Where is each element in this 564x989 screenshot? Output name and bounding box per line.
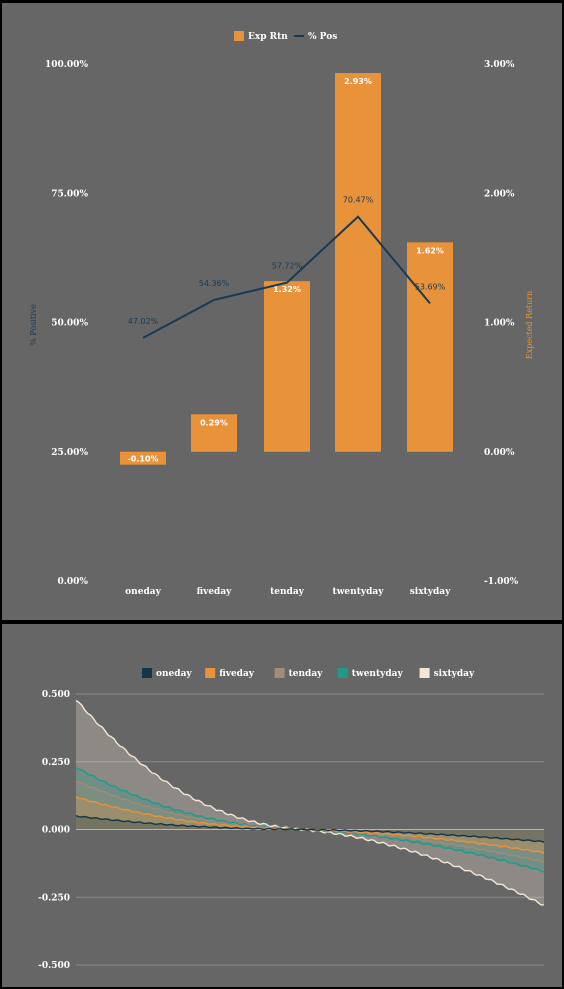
- line-data-label: 53.69%: [415, 282, 446, 291]
- bar-data-label: 1.62%: [416, 246, 444, 255]
- legend-swatch-exp-rtn: [234, 31, 244, 41]
- legend-swatch: [337, 668, 348, 678]
- area-fill-sixtyday: [76, 700, 544, 905]
- pct-pos-line: [142, 215, 431, 339]
- legend-label: oneday: [156, 669, 192, 679]
- y-tick-label: -0.500: [38, 961, 70, 971]
- area-fill-oneday: [76, 815, 544, 843]
- x-category-label: oneday: [125, 587, 161, 597]
- legend-label: tenday: [289, 669, 324, 679]
- bar-data-label: 0.29%: [200, 418, 228, 427]
- y-right-tick-label: 2.00%: [484, 189, 515, 199]
- y-right-tick-label: 3.00%: [484, 60, 515, 70]
- y-tick-label: 0.000: [42, 826, 70, 836]
- bar-sixtyday: [407, 242, 453, 452]
- y-left-tick-label: 100.00%: [45, 60, 88, 70]
- x-category-label: tenday: [270, 587, 305, 597]
- legend: oneday fiveday tenday twentyday sixtyday: [142, 668, 475, 679]
- bar-oneday: [120, 451, 166, 465]
- legend-swatch: [274, 668, 285, 678]
- line-data-label: 70.47%: [343, 196, 374, 205]
- bar-line-chart: Exp Rtn % Pos 100.00% 75.00% 50.00% 25.00% 0.0…: [29, 31, 534, 597]
- bar-line-chart-panel: Exp Rtn % Pos 100.00% 75.00% 50.00% 25.00% 0.0…: [2, 3, 562, 620]
- bar-data-label: 1.32%: [273, 285, 301, 294]
- legend-label: sixtyday: [434, 669, 475, 679]
- area-fill-tenday: [76, 781, 544, 863]
- legend-swatch: [205, 668, 216, 678]
- legend-swatch-pct-pos: [294, 35, 304, 37]
- x-category-label: twentyday: [333, 587, 385, 597]
- y-right-tick-label: 1.00%: [484, 319, 515, 329]
- legend-label-exp-rtn: Exp Rtn: [248, 32, 288, 42]
- line-data-label: 54.36%: [199, 279, 230, 288]
- y-tick-label: -0.250: [38, 893, 70, 903]
- y-tick-label: 0.500: [42, 690, 70, 700]
- area-chart: oneday fiveday tenday twentyday sixtyday 0.50…: [38, 668, 545, 971]
- bar-tenday: [264, 281, 310, 452]
- series-line-oneday: [75, 814, 545, 843]
- x-category-label: sixtyday: [410, 587, 451, 597]
- legend-swatch: [419, 668, 430, 678]
- y-left-tick-label: 50.00%: [51, 319, 88, 329]
- bar-data-label: 2.93%: [344, 77, 372, 86]
- y-right-axis-title: Expected Return: [525, 291, 534, 359]
- area-chart-panel: oneday fiveday tenday twentyday sixtyday 0.50…: [2, 624, 562, 987]
- y-left-tick-label: 25.00%: [51, 448, 88, 458]
- area-fill-twentyday: [76, 767, 544, 872]
- legend-label-pct-pos: % Pos: [308, 32, 337, 42]
- bar-data-label: -0.10%: [127, 455, 158, 464]
- bar-twentyday: [335, 73, 381, 452]
- legend-label: twentyday: [352, 669, 404, 679]
- bar-fiveday: [191, 414, 237, 452]
- x-category-label: fiveday: [197, 587, 233, 597]
- y-tick-label: 0.250: [42, 758, 70, 768]
- y-left-tick-label: 0.00%: [58, 577, 89, 587]
- y-left-tick-label: 75.00%: [51, 189, 88, 199]
- line-data-label: 57.72%: [272, 262, 303, 271]
- legend: Exp Rtn % Pos: [234, 31, 337, 42]
- y-right-tick-label: 0.00%: [484, 448, 515, 458]
- y-right-tick-label: -1.00%: [484, 577, 519, 587]
- legend-label: fiveday: [219, 669, 255, 679]
- line-data-label: 47.02%: [128, 317, 159, 326]
- y-left-axis-title: % Positive: [29, 304, 38, 346]
- legend-swatch: [142, 668, 152, 678]
